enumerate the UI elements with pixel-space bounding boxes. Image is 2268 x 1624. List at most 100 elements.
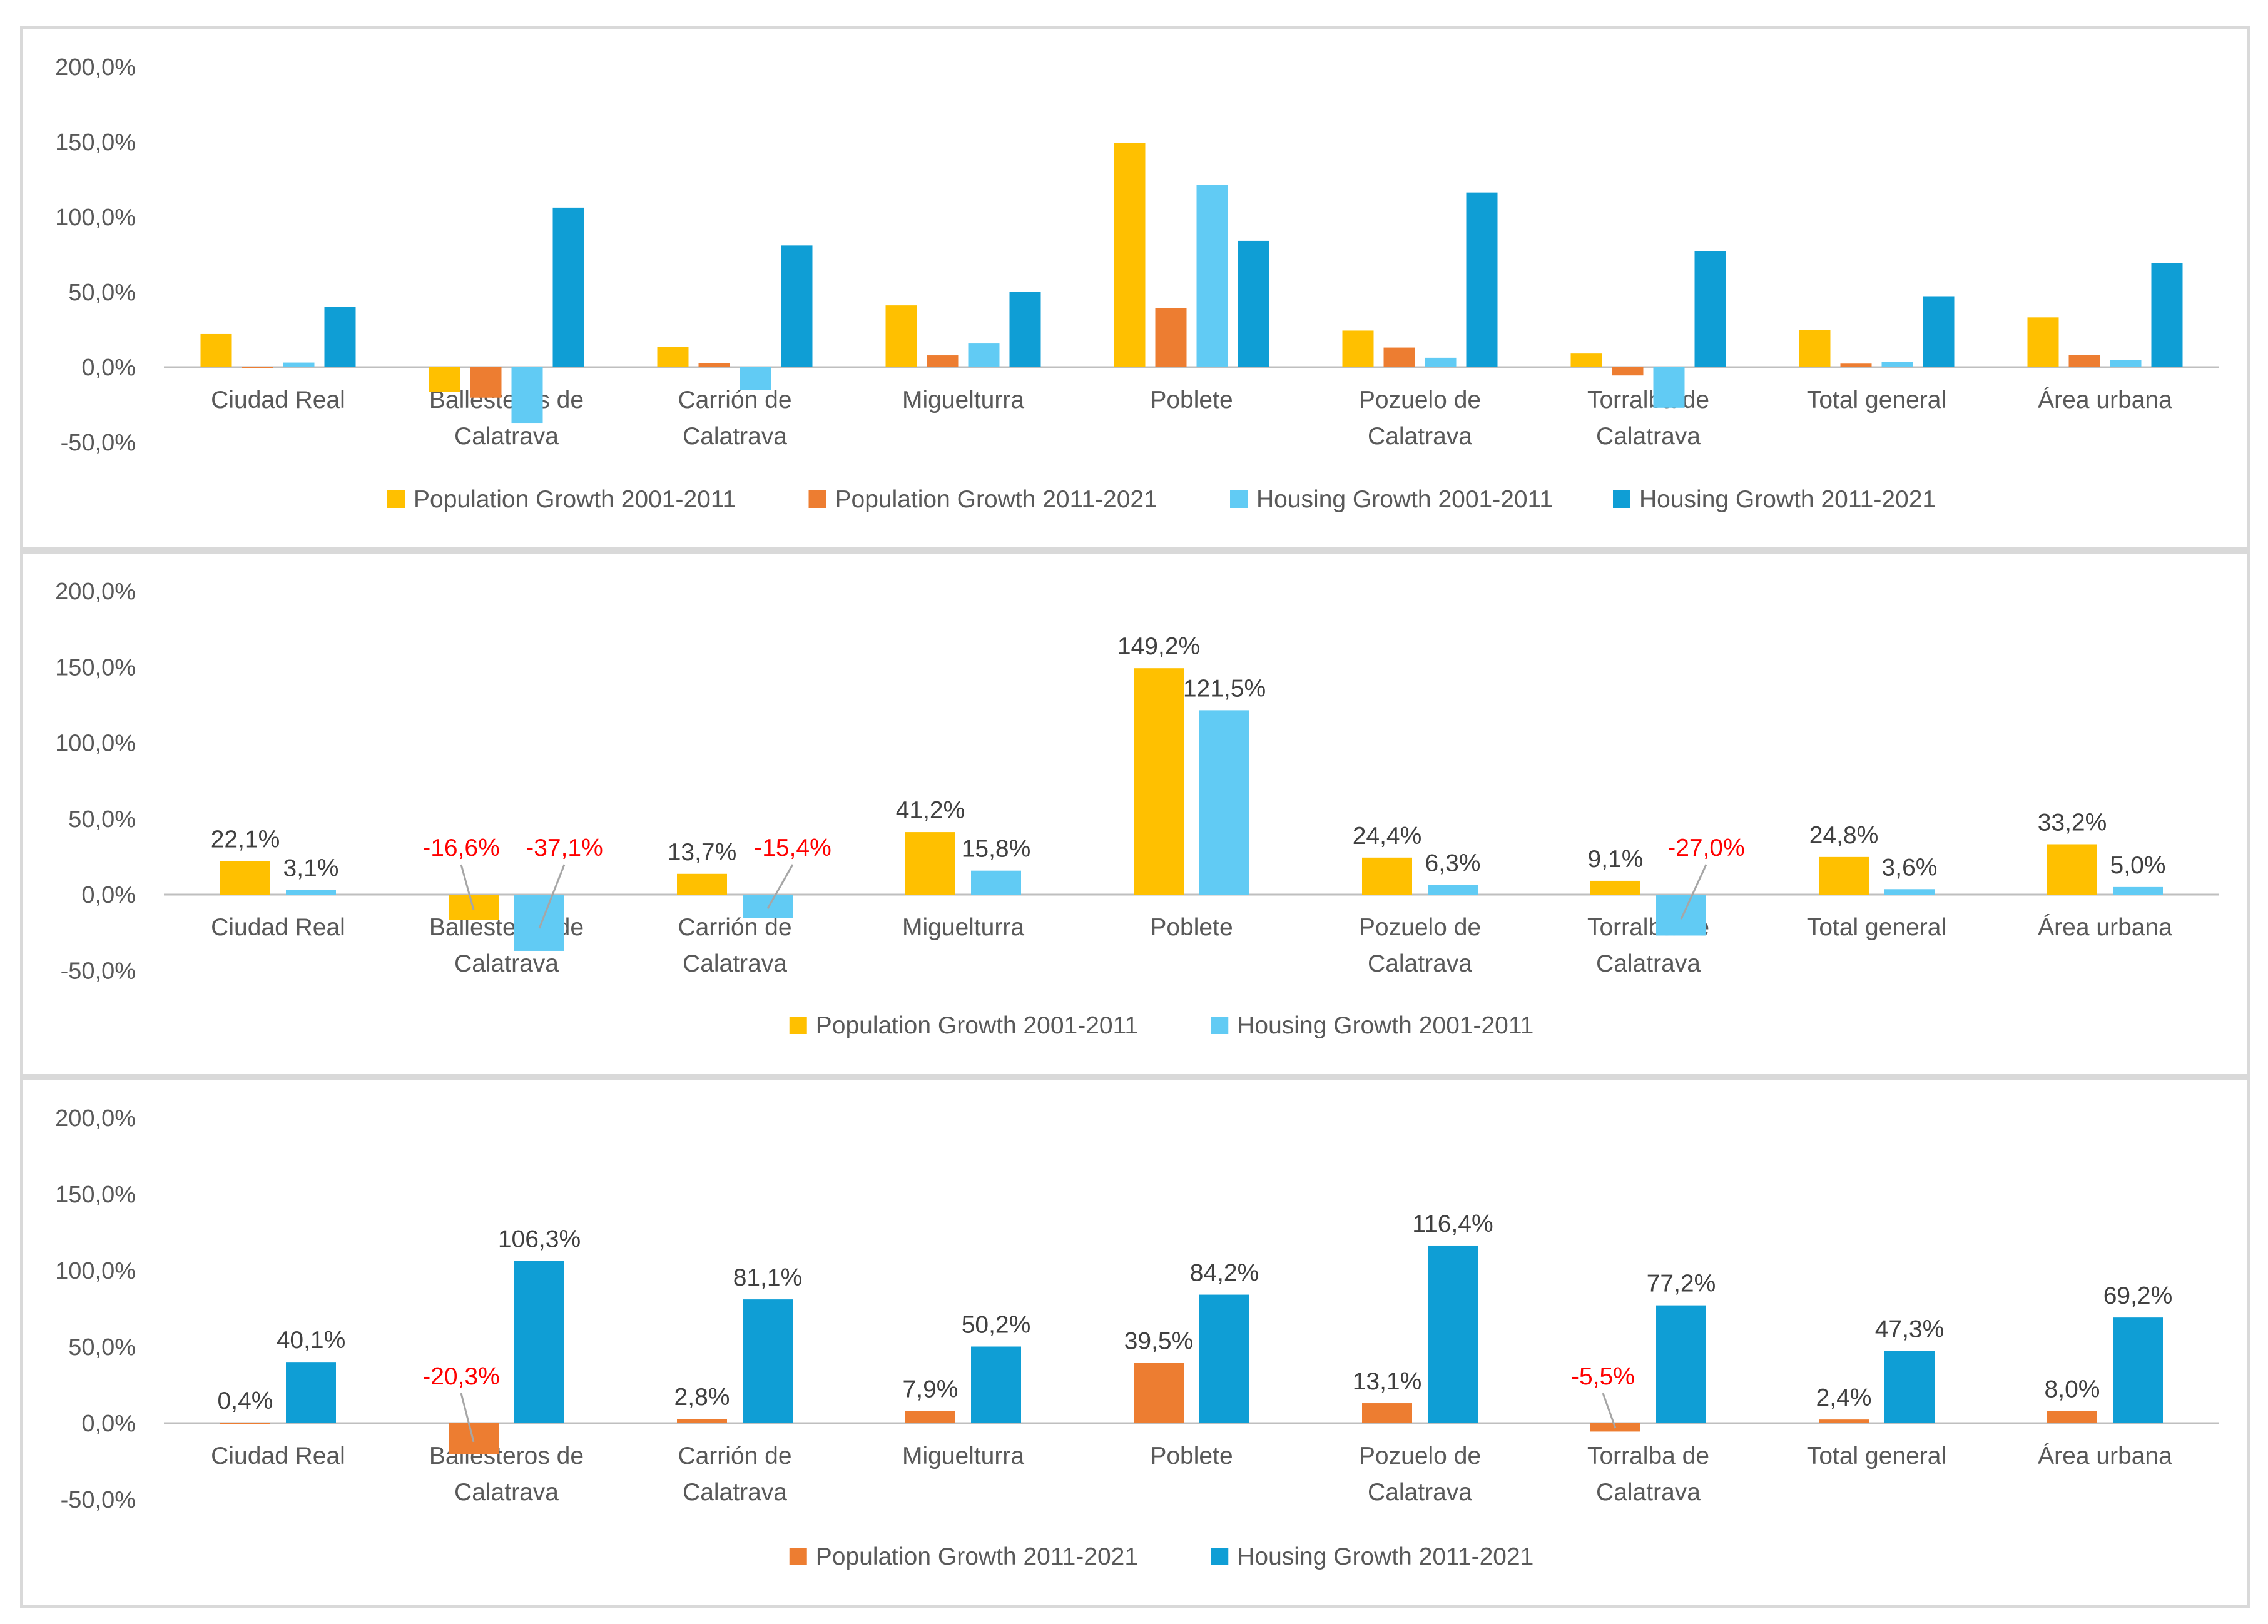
category-label-line: Poblete	[1150, 1443, 1233, 1469]
category-label-line: Calatrava	[1596, 423, 1701, 450]
category-label-line: Total general	[1807, 914, 1946, 941]
bar	[743, 895, 793, 918]
bar	[429, 367, 460, 392]
bar	[677, 1419, 727, 1423]
category-label-line: Pozuelo de	[1359, 1443, 1481, 1469]
data-label: -37,1%	[526, 835, 603, 861]
legend-swatch	[1230, 490, 1248, 508]
data-label: 2,8%	[674, 1384, 730, 1411]
category-label-line: Torralba de	[1587, 387, 1709, 414]
category-label: Total general	[1807, 1443, 1946, 1469]
bar	[740, 367, 771, 390]
legend-label: Housing Growth 2011-2021	[1639, 486, 1936, 513]
chart-growth-2011-2021: 200,0% 150,0% 100,0% 50,0% 0,0% -50,0% Ciudad …	[55, 1105, 2219, 1570]
data-label-leader	[460, 864, 475, 910]
category-label: Total general	[1807, 914, 1946, 941]
category-label-line: Calatrava	[454, 423, 559, 450]
chart-all-series: 200,0% 150,0% 100,0% 50,0% 0,0% -50,0% Ciudad …	[55, 54, 2219, 513]
category-label-line: Total general	[1807, 1443, 1946, 1469]
bar	[743, 1299, 793, 1423]
bar	[1114, 143, 1146, 368]
bar	[1881, 362, 1913, 367]
data-label-leader	[1602, 1393, 1617, 1429]
data-label: 81,1%	[733, 1264, 803, 1291]
category-label-line: Poblete	[1150, 387, 1233, 414]
legend-label: Population Growth 2001-2011	[816, 1012, 1138, 1039]
data-label-leader	[766, 864, 794, 910]
y-tick-label: -50,0%	[61, 430, 136, 456]
data-label: 8,0%	[2045, 1376, 2100, 1403]
bar	[1238, 240, 1269, 367]
data-label: 84,2%	[1190, 1260, 1259, 1287]
data-label: 149,2%	[1117, 633, 1200, 660]
category-label-line: Ciudad Real	[211, 1443, 345, 1469]
y-tick-label: 200,0%	[55, 579, 136, 605]
bar	[1819, 856, 1869, 895]
category-label: Poblete	[1150, 1443, 1233, 1469]
y-tick-label: 50,0%	[68, 1334, 136, 1361]
category-label-line: Área urbana	[2038, 1443, 2172, 1469]
bar	[1656, 895, 1706, 936]
category-label-line: Miguelturra	[902, 1443, 1024, 1469]
category-label: Poblete	[1150, 914, 1233, 941]
category-label: Torralba de Calatrava	[1587, 387, 1709, 450]
legend-label: Population Growth 2001-2011	[414, 486, 736, 513]
category-label-line: Miguelturra	[902, 914, 1024, 941]
legend-label: Housing Growth 2011-2021	[1237, 1543, 1533, 1570]
legend-swatch	[789, 1017, 807, 1034]
y-tick-label: 50,0%	[68, 280, 136, 306]
data-label-leader	[460, 1393, 475, 1443]
bar	[1653, 367, 1685, 408]
data-label: 106,3%	[498, 1226, 581, 1253]
bar	[514, 895, 564, 951]
data-label: 33,2%	[2038, 809, 2107, 836]
bar	[657, 347, 689, 367]
data-label: 3,6%	[1882, 854, 1938, 881]
data-label: 9,1%	[1588, 846, 1644, 873]
category-label-line: Poblete	[1150, 914, 1233, 941]
category-label: Área urbana	[2038, 1443, 2172, 1469]
bar	[1342, 330, 1374, 367]
data-label: 39,5%	[1124, 1328, 1194, 1355]
category-label: Ballesteros de Calatrava	[429, 1443, 584, 1506]
bar	[2027, 317, 2059, 367]
bar	[1199, 1294, 1249, 1423]
bar	[1840, 363, 1872, 367]
legend-swatch	[789, 1548, 807, 1565]
data-label: 121,5%	[1183, 675, 1266, 702]
data-label: 5,0%	[2110, 852, 2166, 879]
bar	[514, 1261, 564, 1423]
category-label: Ciudad Real	[211, 914, 345, 941]
bar	[1819, 1419, 1869, 1423]
data-label: 116,4%	[1412, 1210, 1493, 1237]
bar	[1466, 192, 1498, 367]
bar	[2047, 844, 2097, 895]
bar	[905, 832, 955, 895]
data-label: 2,4%	[1816, 1384, 1872, 1411]
data-label: 40,1%	[277, 1327, 346, 1354]
category-label: Miguelturra	[902, 1443, 1024, 1469]
legend-label: Housing Growth 2001-2011	[1256, 486, 1553, 513]
data-label: 47,3%	[1875, 1316, 1945, 1343]
bar	[324, 307, 356, 367]
category-label: Total general	[1807, 387, 1946, 414]
bar	[283, 362, 315, 367]
data-label: -15,4%	[754, 835, 831, 861]
category-label-line: Ciudad Real	[211, 387, 345, 414]
category-label-line: Pozuelo de	[1359, 387, 1481, 414]
category-label-line: Área urbana	[2038, 914, 2172, 941]
bar	[927, 355, 959, 367]
bar	[2113, 886, 2163, 895]
bar	[220, 861, 270, 895]
data-label: 22,1%	[211, 826, 280, 853]
bar	[1923, 296, 1955, 367]
y-tick-label: 50,0%	[68, 806, 136, 833]
category-label: Área urbana	[2038, 914, 2172, 941]
bar	[552, 207, 584, 367]
bar	[971, 1346, 1021, 1423]
bar	[1590, 880, 1640, 895]
y-tick-label: 0,0%	[81, 355, 136, 381]
bar	[781, 245, 813, 367]
bar	[968, 343, 1000, 367]
bar	[2113, 1317, 2163, 1423]
